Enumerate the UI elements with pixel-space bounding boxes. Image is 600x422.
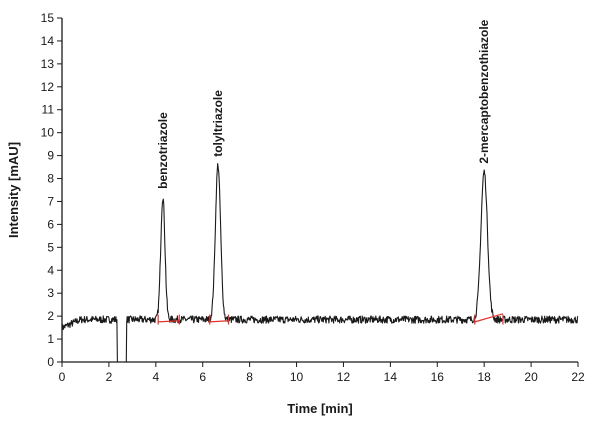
x-axis-title: Time [min] <box>287 401 353 416</box>
y-tick-label: 15 <box>41 11 55 25</box>
y-tick-label: 12 <box>41 80 55 94</box>
x-tick-label: 12 <box>337 370 351 384</box>
x-tick-label: 8 <box>246 370 253 384</box>
y-tick-label: 14 <box>41 34 55 48</box>
x-tick-label: 6 <box>199 370 206 384</box>
x-tick-label: 4 <box>152 370 159 384</box>
peak-label: benzotriazole <box>156 112 170 189</box>
y-tick-label: 9 <box>47 149 54 163</box>
x-tick-label: 18 <box>478 370 492 384</box>
peak-label: 2-mercaptobenzothiazole <box>477 19 491 163</box>
integration-baseline <box>209 320 229 323</box>
y-tick-label: 11 <box>42 103 55 117</box>
x-tick-label: 14 <box>384 370 398 384</box>
y-tick-label: 13 <box>41 57 55 71</box>
y-tick-label: 7 <box>47 194 54 208</box>
peak-labels: benzotriazole tolyltriazole 2-mercaptobenz… <box>156 19 491 189</box>
y-tick-label: 8 <box>47 172 54 186</box>
x-tick-label: 22 <box>571 370 585 384</box>
peak-integration-baselines <box>157 313 504 325</box>
x-axis-ticks: 0 2 4 6 8 10 12 14 16 18 20 22 <box>59 362 585 384</box>
y-tick-label: 5 <box>47 240 54 254</box>
y-tick-label: 3 <box>47 286 54 300</box>
y-tick-label: 6 <box>47 217 54 231</box>
y-tick-label: 4 <box>47 263 54 277</box>
y-tick-label: 2 <box>47 309 54 323</box>
y-tick-label: 10 <box>41 126 55 140</box>
chromatogram-trace <box>61 163 579 363</box>
peak-label: tolyltriazole <box>211 90 225 157</box>
integration-baseline <box>158 320 180 323</box>
x-tick-label: 20 <box>524 370 538 384</box>
x-tick-label: 2 <box>106 370 113 384</box>
x-tick-label: 16 <box>431 370 445 384</box>
y-tick-label: 1 <box>47 332 54 346</box>
integration-baseline <box>474 313 504 323</box>
y-axis-title: Intensity [mAU] <box>6 142 21 238</box>
x-tick-label: 10 <box>290 370 304 384</box>
y-tick-label: 0 <box>47 355 54 369</box>
x-tick-label: 0 <box>59 370 66 384</box>
